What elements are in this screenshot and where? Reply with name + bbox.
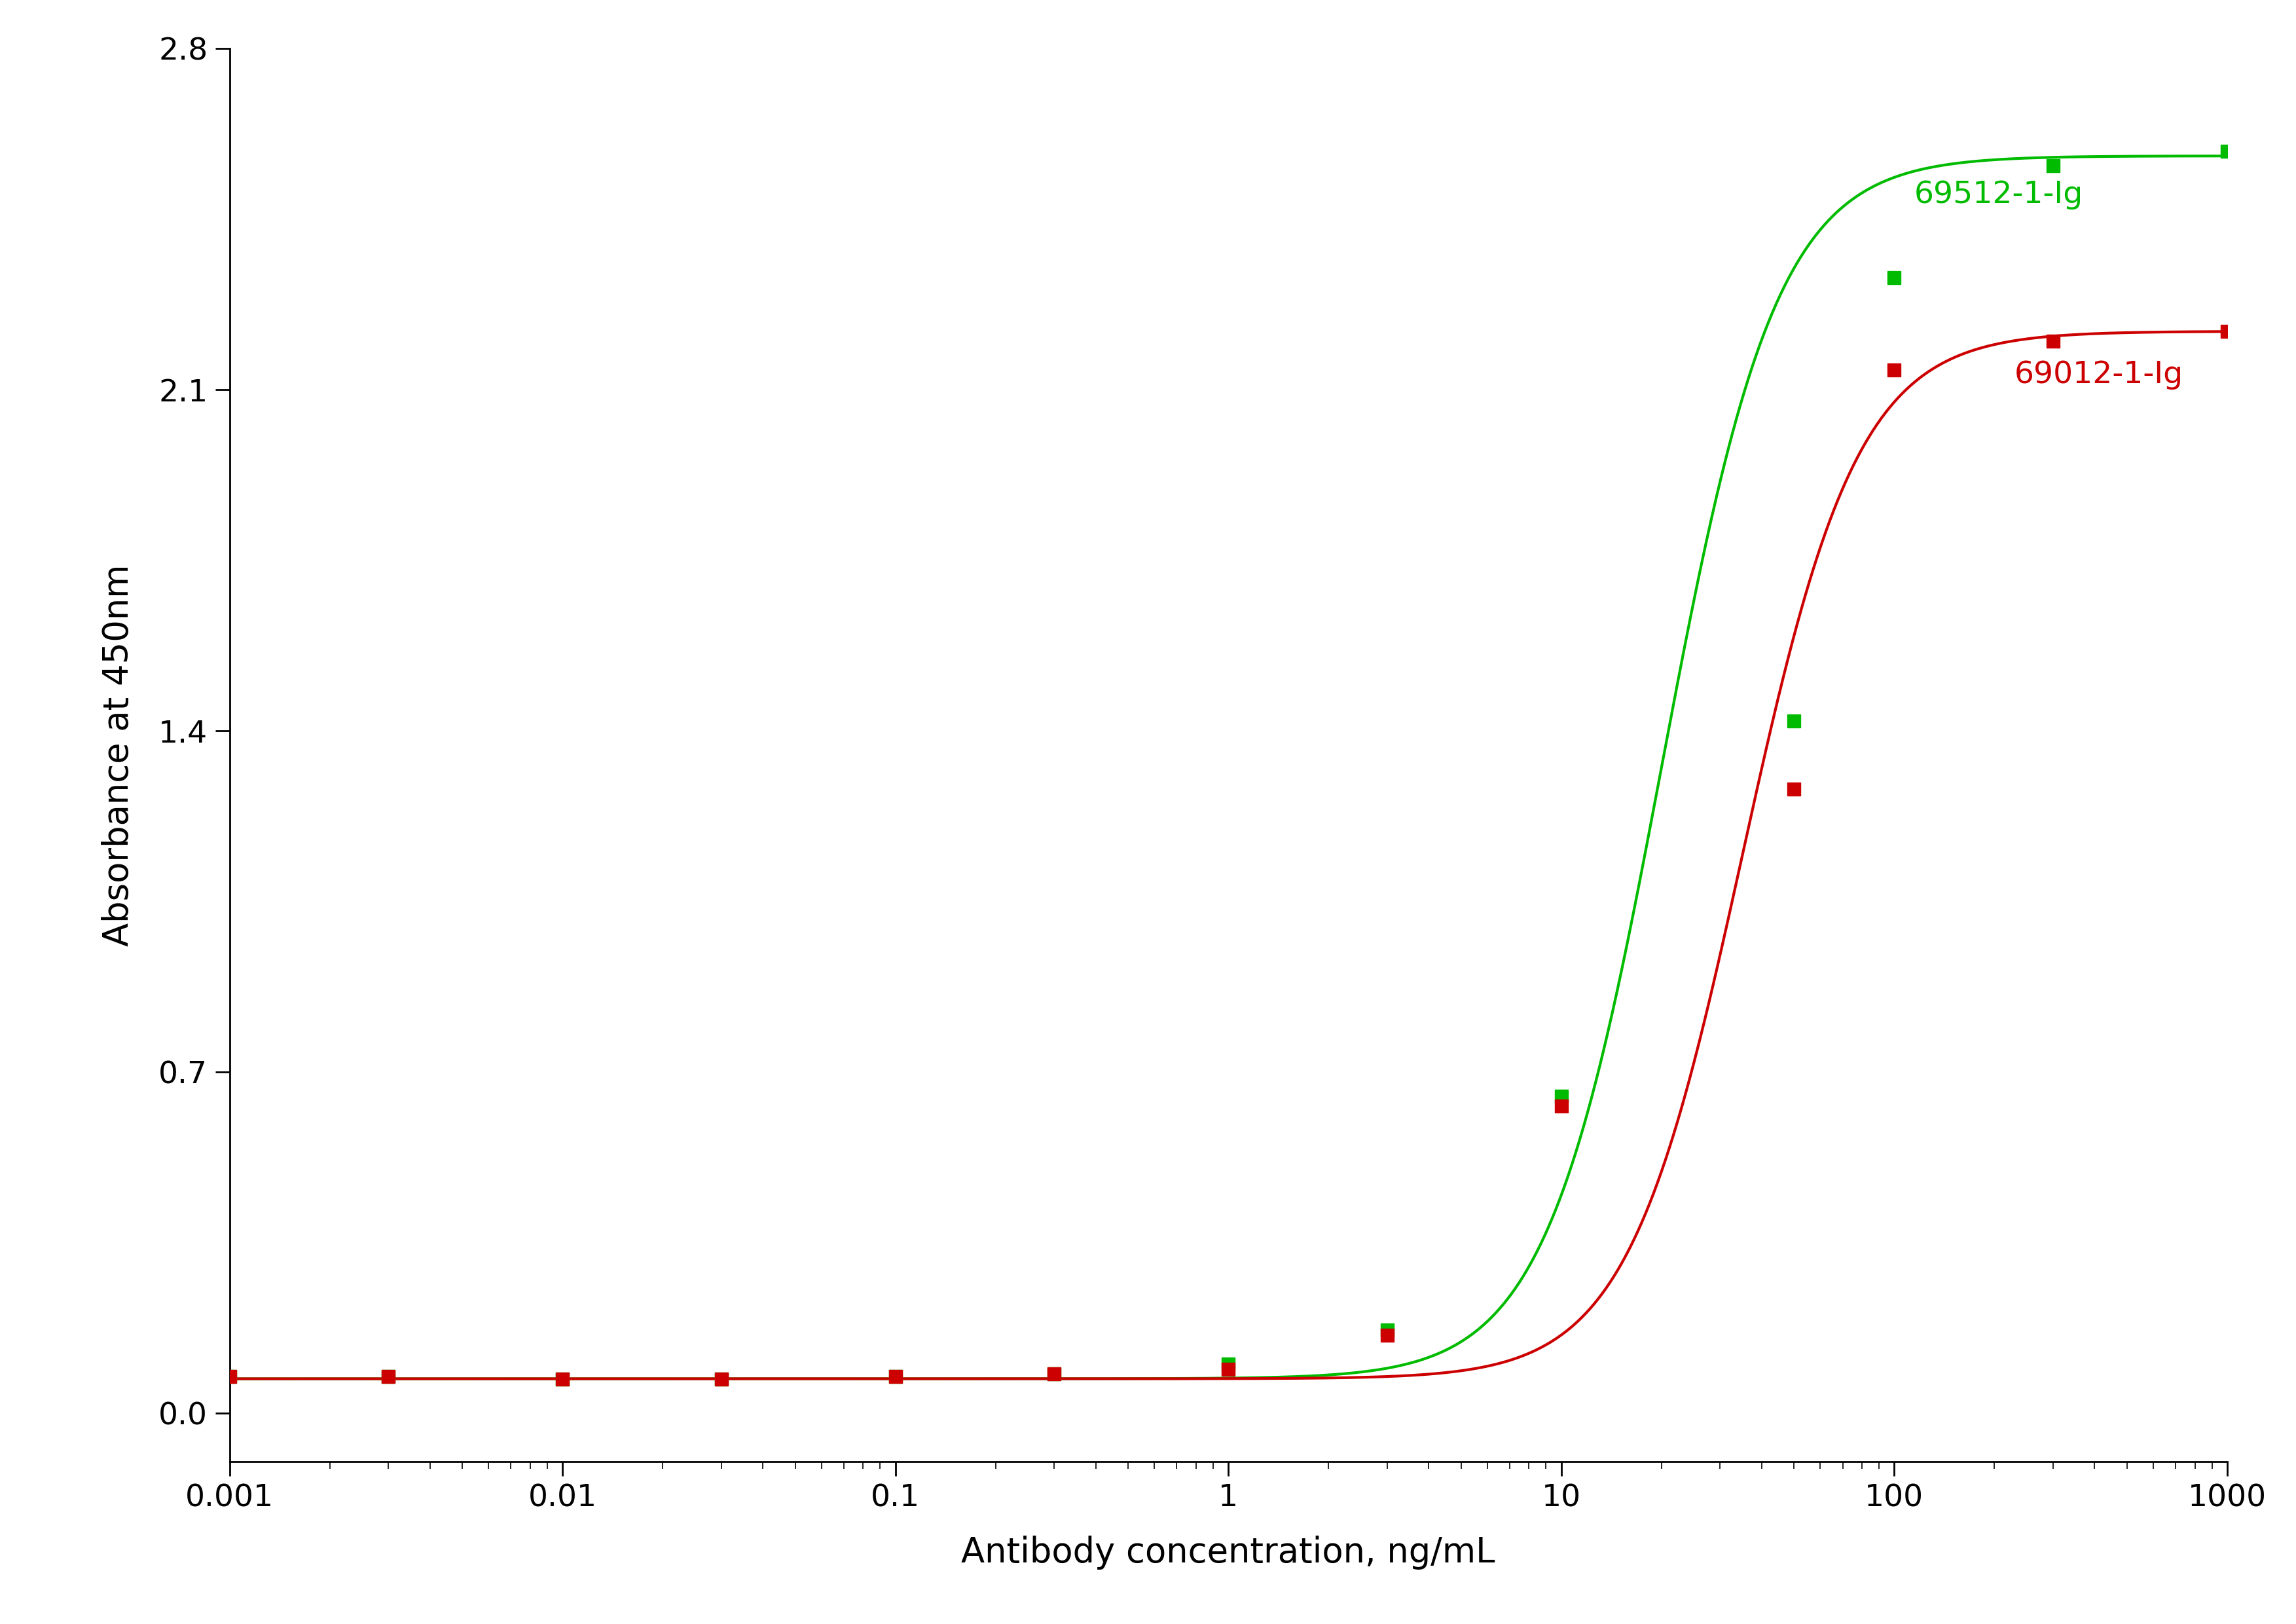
X-axis label: Antibody concentration, ng/mL: Antibody concentration, ng/mL xyxy=(962,1536,1495,1570)
Text: 69012-1-Ig: 69012-1-Ig xyxy=(2014,361,2183,390)
Text: 69512-1-Ig: 69512-1-Ig xyxy=(1915,180,2082,209)
Y-axis label: Absorbance at 450nm: Absorbance at 450nm xyxy=(101,564,135,947)
